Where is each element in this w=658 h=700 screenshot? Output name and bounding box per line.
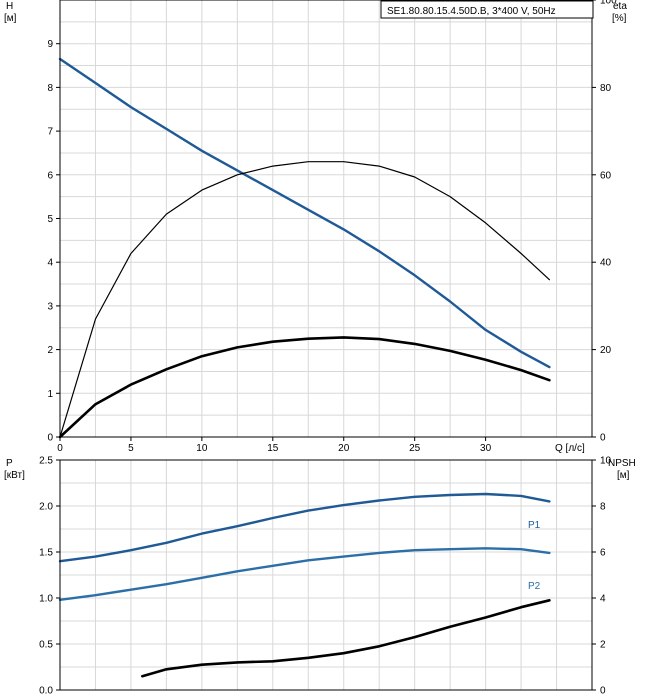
y2-tick-label: 80 (600, 83, 612, 94)
series-line-0-0 (58, 57, 551, 369)
top-y-axis-label: H (6, 1, 13, 12)
series-line-0-2 (58, 336, 551, 439)
y-tick-label: 2 (47, 345, 53, 356)
y-tick-label: 4 (47, 258, 53, 269)
y2-tick-label: 100 (600, 0, 617, 7)
x-tick-label: 10 (196, 443, 208, 454)
y-tick-label: 8 (47, 83, 53, 94)
y-tick-label: 6 (47, 170, 53, 181)
y-tick-label: 0.5 (39, 640, 53, 651)
y2-tick-label: 40 (600, 258, 612, 269)
x-tick-label: 15 (267, 443, 279, 454)
bottom-y-axis-unit: [кВт] (4, 470, 25, 481)
y2-tick-label: 8 (600, 502, 606, 513)
x-tick-label: 25 (409, 443, 421, 454)
y-tick-label: 2.0 (39, 502, 53, 513)
y2-tick-label: 4 (600, 594, 606, 605)
x-tick-label: 5 (128, 443, 134, 454)
series-layer (58, 57, 551, 678)
bottom-y2-axis-unit: [м] (617, 470, 630, 481)
y-tick-label: 9 (47, 39, 53, 50)
y2-tick-label: 0 (600, 686, 606, 697)
y-tick-label: 1.0 (39, 594, 53, 605)
legend-p2: P2 (528, 581, 541, 592)
series-line-1-0 (58, 492, 551, 563)
bottom-y-axis-label: P (6, 458, 13, 469)
y-tick-label: 5 (47, 214, 53, 225)
series-line-1-1 (58, 547, 551, 601)
top-y2-axis-unit: [%] (612, 13, 627, 24)
chart-title: SE1.80.80.15.4.50D.B, 3*400 V, 50Hz (387, 6, 556, 17)
title-box: SE1.80.80.15.4.50D.B, 3*400 V, 50Hz (380, 0, 594, 19)
x-tick-label: 0 (57, 443, 63, 454)
y-tick-label: 7 (47, 127, 53, 138)
y2-tick-label: 2 (600, 640, 606, 651)
bottom-y2-axis-label: NPSH (608, 458, 636, 469)
y-tick-label: 1 (47, 389, 53, 400)
y-tick-label: 1.5 (39, 548, 53, 559)
series-line-1-2 (141, 599, 551, 678)
top-y-axis-unit: [м] (4, 13, 17, 24)
y2-tick-label: 6 (600, 548, 606, 559)
y2-tick-label: 20 (600, 345, 612, 356)
top-y2-axis-label: eta (613, 1, 627, 12)
x-tick-label: 20 (338, 443, 350, 454)
plot-frame (59, 459, 593, 691)
y-tick-label: 2.5 (39, 456, 53, 467)
y2-tick-label: 60 (600, 170, 612, 181)
top-x-axis-label: Q [л/с] (555, 443, 585, 454)
x-tick-label: 30 (480, 443, 492, 454)
y-tick-label: 0 (47, 433, 53, 444)
title-frame (380, 0, 594, 19)
series-line-0-1 (59, 161, 550, 438)
legend-p1: P1 (528, 520, 541, 531)
y2-tick-label: 0 (600, 433, 606, 444)
grid-layer (60, 0, 592, 690)
y-tick-label: 3 (47, 301, 53, 312)
y-tick-label: 0.0 (39, 686, 53, 697)
y2-tick-label: 10 (600, 456, 612, 467)
frame-layer (56, 0, 596, 691)
